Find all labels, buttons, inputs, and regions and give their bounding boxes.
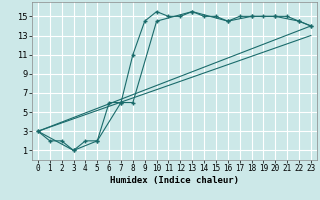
X-axis label: Humidex (Indice chaleur): Humidex (Indice chaleur) [110, 176, 239, 185]
